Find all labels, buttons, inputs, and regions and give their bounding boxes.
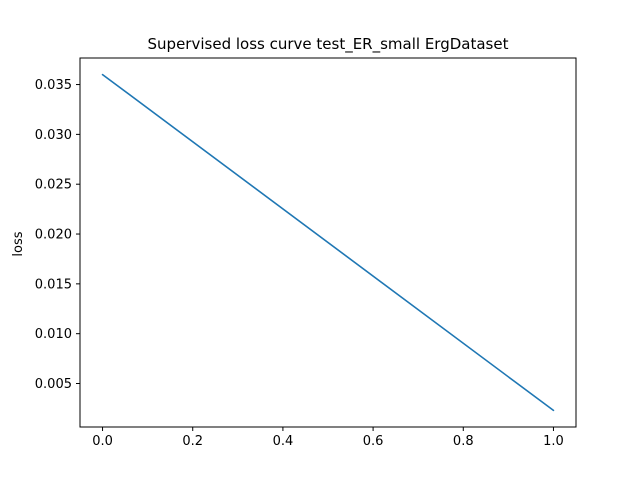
y-axis-label: loss: [11, 231, 26, 256]
y-tick-label: 0.015: [35, 277, 72, 292]
axes-frame: [79, 57, 577, 428]
x-tick-label: 0.6: [363, 434, 384, 449]
y-tick-label: 0.025: [35, 178, 72, 193]
x-tick-label: 0.8: [453, 434, 474, 449]
x-tick-label: 1.0: [543, 434, 564, 449]
y-tick-label: 0.035: [35, 78, 72, 93]
y-tick-label: 0.005: [35, 377, 72, 392]
y-tick-label: 0.010: [35, 327, 72, 342]
chart-title: Supervised loss curve test_ER_small ErgD…: [148, 35, 509, 54]
x-tick-label: 0.0: [92, 434, 113, 449]
y-tick-label: 0.020: [35, 228, 72, 243]
series-line: [101, 73, 555, 412]
plot-area: 0.0 0.2 0.4 0.6 0.8 1.0 0.005 0.010 0.015 0.020 0.…: [35, 73, 564, 449]
x-tick-label: 0.4: [273, 434, 294, 449]
y-tick-label: 0.030: [35, 128, 72, 143]
x-tick-label: 0.2: [182, 434, 203, 449]
